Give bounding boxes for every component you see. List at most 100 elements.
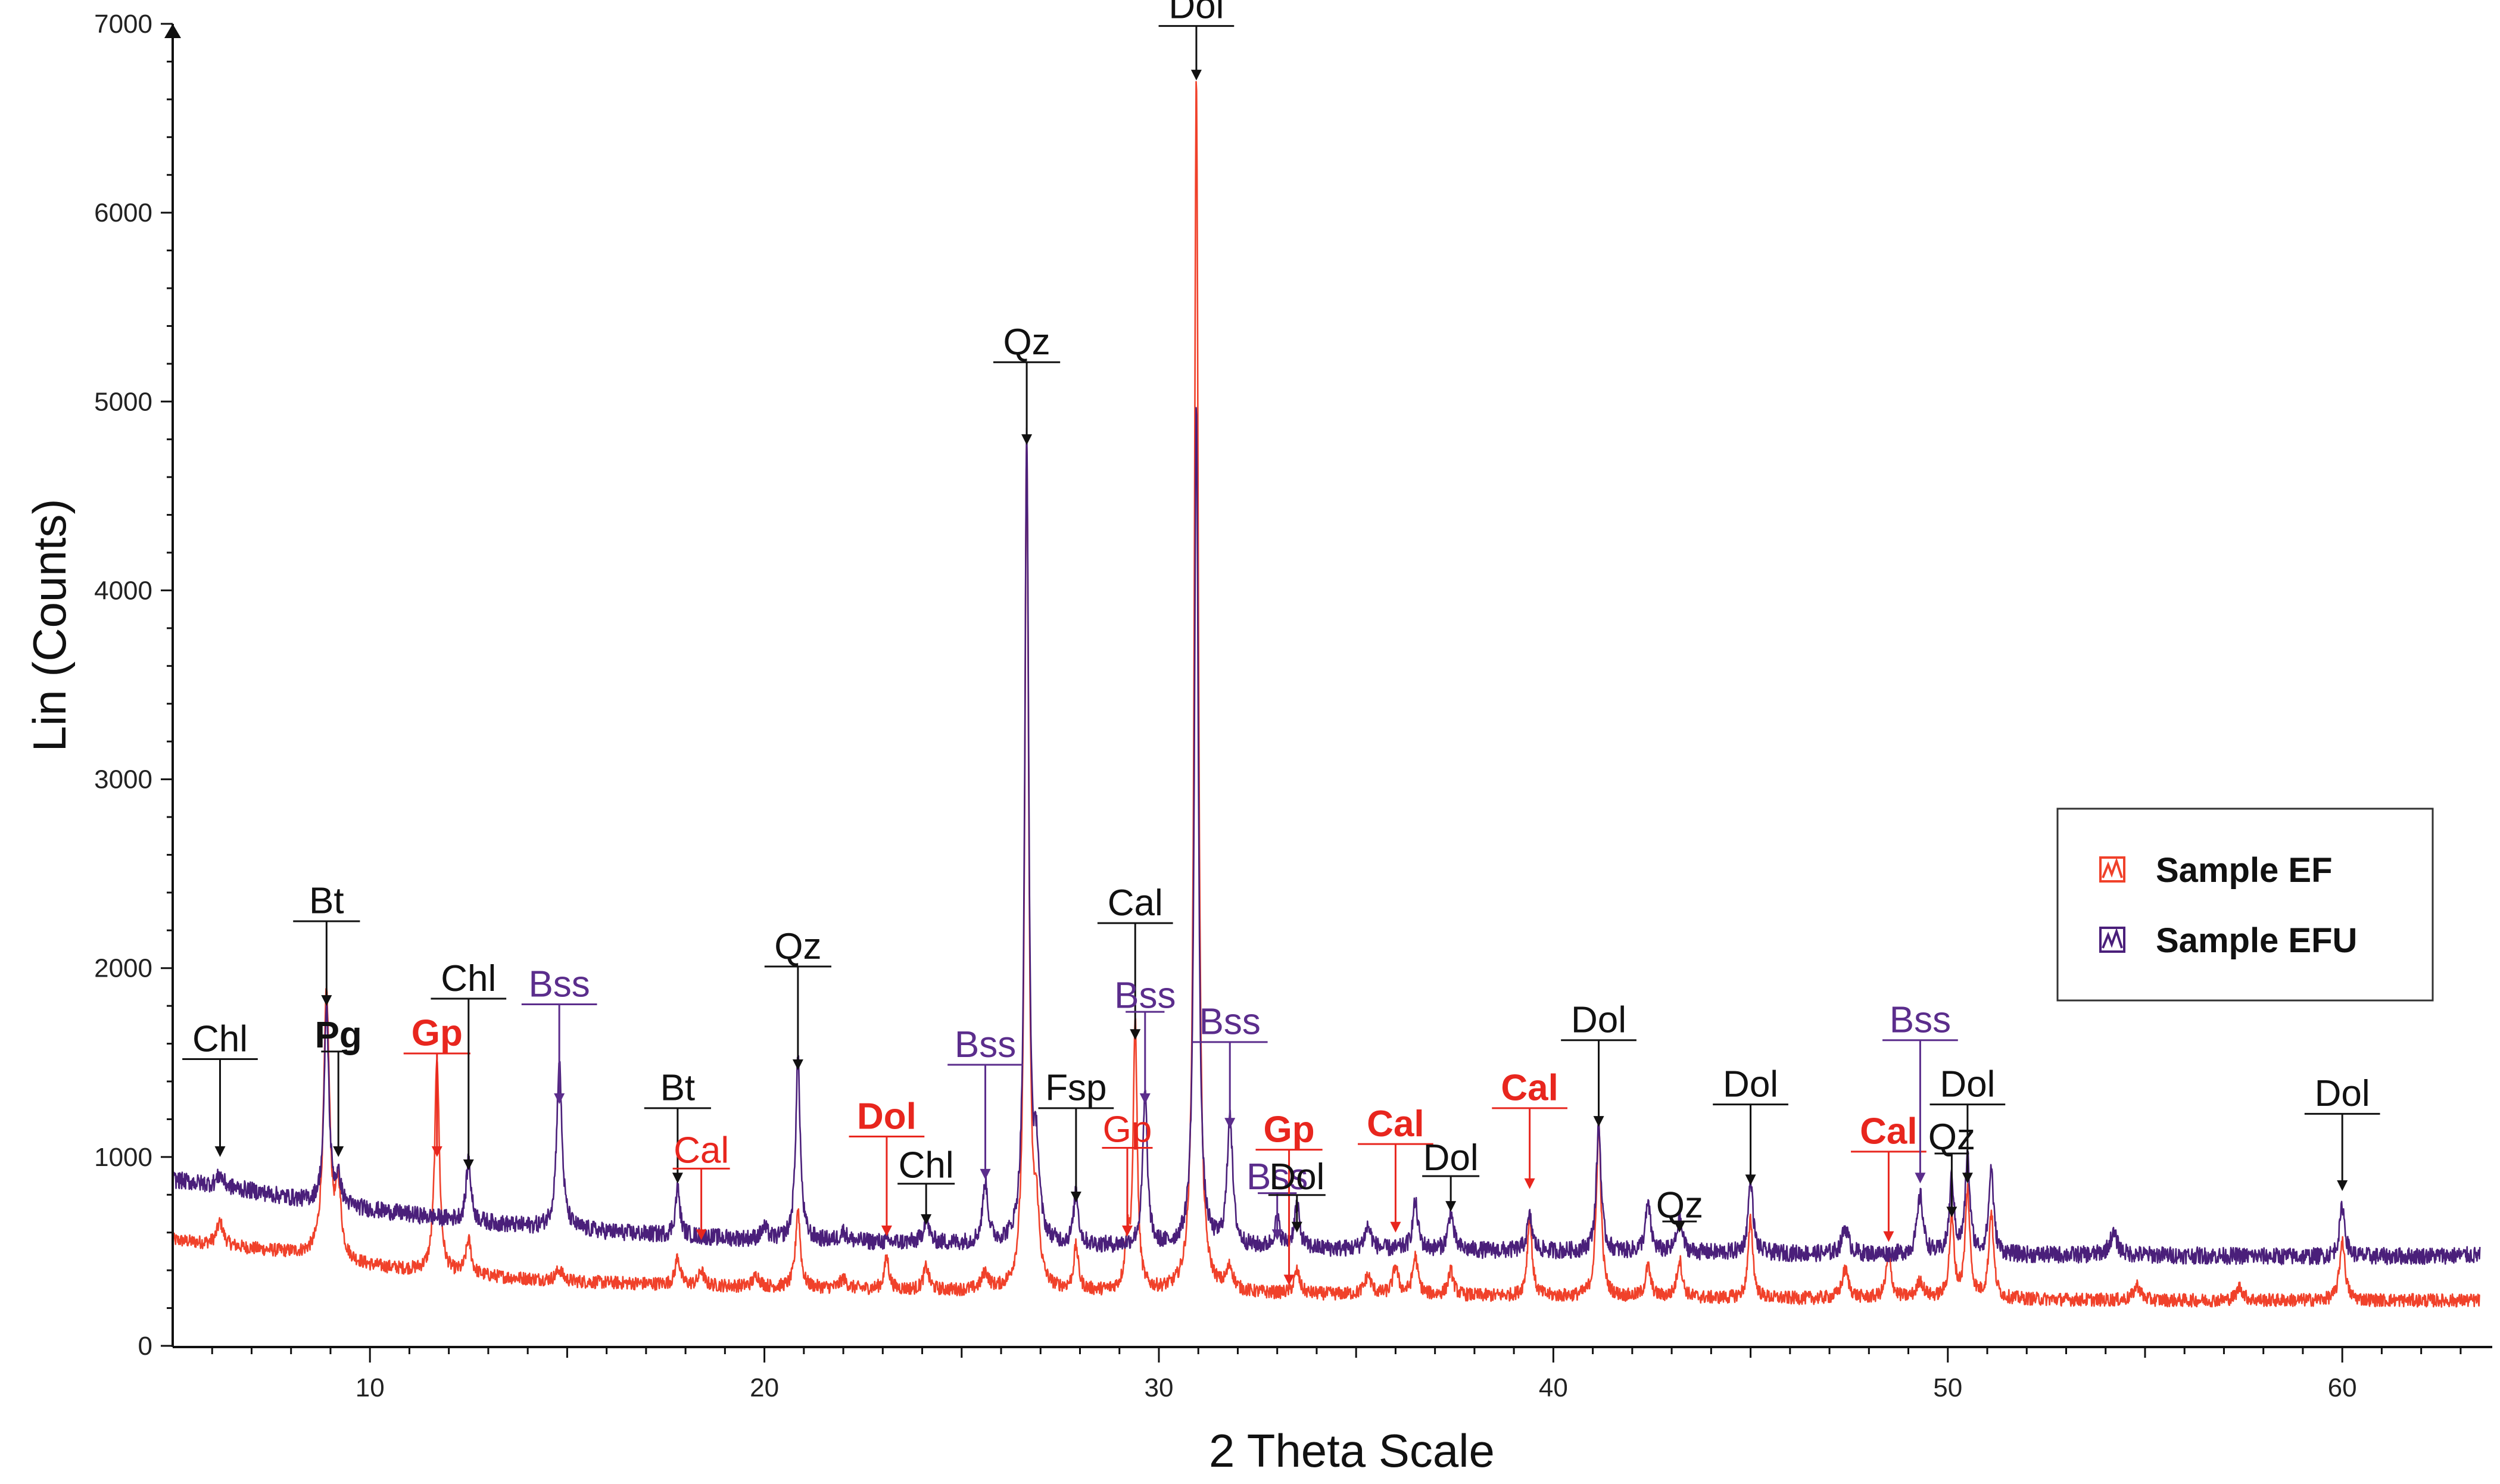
peak-annotation: Pg [315,1015,362,1157]
peak-label-qz: Qz [774,926,821,967]
peak-annotation: Dol [2304,1073,2380,1191]
peak-label-bss: Bss [1246,1156,1308,1198]
peak-annotation: Dol [1713,1064,1788,1186]
peak-label-cal: Cal [1108,883,1163,924]
peak-marker-arrowhead [1390,1221,1401,1233]
peak-label-chl: Chl [192,1018,248,1059]
peak-annotation: Dol [849,1096,925,1237]
peak-annotation: Cal [1097,883,1173,1040]
peak-annotation: Bss [947,1024,1023,1180]
peak-marker-arrowhead [1593,1116,1604,1127]
peak-marker-arrowhead [696,1229,707,1240]
peak-annotation: Gp [1255,1109,1323,1286]
legend-item-ef: Sample EF [2099,851,2333,890]
peak-label-dol: Dol [1269,1156,1324,1198]
peak-marker-arrowhead [1139,1093,1151,1105]
peak-label-bt: Bt [309,881,344,922]
y-tick-label: 4000 [94,576,152,605]
legend: Sample EF Sample EFU [2056,808,2434,1002]
peak-marker-arrowhead [1130,1029,1141,1040]
legend-box [2056,808,2434,1002]
peak-annotation: Bt [293,881,360,1006]
series-line-sample-efu [172,407,2481,1265]
series-layer [172,81,2481,1308]
y-axis-title: Lin (Counts) [23,499,76,752]
peak-label-dol: Dol [1168,0,1224,26]
peak-label-cal: Cal [1367,1103,1424,1145]
peak-label-bss: Bss [1114,975,1176,1016]
peak-marker-arrowhead [463,1159,474,1171]
y-tick-label: 0 [138,1332,152,1361]
peak-annotation: Dol [1422,1137,1480,1212]
peak-marker-arrowhead [1291,1221,1302,1233]
peak-annotation: Gp [1102,1109,1153,1237]
peak-label-cal: Cal [1860,1111,1917,1152]
legend-swatch-efu-glyph [2102,927,2123,949]
peak-label-bt: Bt [660,1068,696,1109]
peak-marker-arrowhead [1283,1274,1295,1286]
peak-label-dol: Dol [857,1096,917,1137]
peak-marker-arrowhead [1445,1201,1457,1212]
peak-annotation: Bss [1882,1000,1958,1184]
x-tick-label: 20 [750,1373,779,1402]
peak-annotation: Qz [1656,1184,1703,1233]
peak-label-dol: Dol [1723,1064,1778,1105]
peak-marker-arrowhead [431,1146,442,1157]
y-tick-label: 5000 [94,387,152,416]
peak-marker-arrowhead [1224,1118,1236,1129]
peak-annotation: Fsp [1038,1068,1114,1202]
peak-marker-arrowhead [1883,1231,1894,1242]
peak-marker-arrowhead [554,1093,565,1105]
y-axis-arrow [164,24,181,38]
peak-annotation: Qz [764,926,831,1070]
peak-marker-arrowhead [1946,1206,1957,1218]
x-tick-label: 50 [1933,1373,1962,1402]
peak-label-dol: Dol [1423,1137,1479,1179]
legend-swatch-ef-glyph [2102,857,2123,878]
peak-marker-arrowhead [214,1146,226,1157]
peak-label-dol: Dol [1571,1000,1626,1041]
peak-marker-arrowhead [672,1173,683,1184]
y-tick-label: 6000 [94,198,152,227]
peak-annotation: Qz [993,322,1061,445]
peak-annotation: Bss [1192,1002,1268,1129]
peak-marker-arrowhead [2337,1180,2348,1191]
y-tick-label: 2000 [94,954,152,983]
peak-label-bss: Bss [1199,1002,1261,1043]
peak-annotation: Dol [1929,1064,2006,1184]
peak-marker-arrowhead [1021,434,1033,445]
peak-label-qz: Qz [1928,1117,1975,1158]
peak-marker-arrowhead [1190,70,1202,81]
axis-layer: 0 1000 2000 3000 4000 5000 6000 7000 10 20 30 40 50 6… [94,10,2492,1402]
peak-annotation: Qz [1928,1117,1975,1218]
peak-annotation: Cal [1358,1103,1433,1233]
peak-marker-arrowhead [333,1146,344,1157]
peak-annotation: Dol [1158,0,1235,81]
x-tick-label: 40 [1539,1373,1568,1402]
peak-annotation: Cal [1492,1068,1567,1189]
x-tick-label: 10 [356,1373,385,1402]
peak-label-chl: Chl [899,1145,954,1186]
peak-annotation: Dol [1561,1000,1636,1127]
peak-annotation: Chl [182,1018,258,1157]
peak-marker-arrowhead [1962,1173,1973,1184]
peak-marker-arrowhead [1915,1173,1926,1184]
peak-marker-arrowhead [1745,1174,1756,1186]
peak-label-bss: Bss [528,964,590,1005]
peak-annotation: Bss [1246,1156,1308,1240]
y-tick-label: 1000 [94,1143,152,1172]
peak-annotation: Bss [521,964,597,1105]
peak-marker-arrowhead [792,1059,803,1070]
peak-label-pg: Pg [315,1015,362,1056]
peak-marker-arrowhead [321,995,332,1006]
y-tick-label: 7000 [94,10,152,39]
x-tick-label: 60 [2328,1373,2357,1402]
peak-label-chl: Chl [441,958,496,999]
peak-annotation: Cal [672,1130,730,1240]
legend-item-efu: Sample EFU [2099,921,2357,960]
peak-label-qz: Qz [1003,322,1050,363]
peak-label-cal: Cal [1501,1068,1558,1109]
peak-annotation: Bss [1114,975,1176,1105]
peak-marker-arrowhead [980,1168,991,1180]
